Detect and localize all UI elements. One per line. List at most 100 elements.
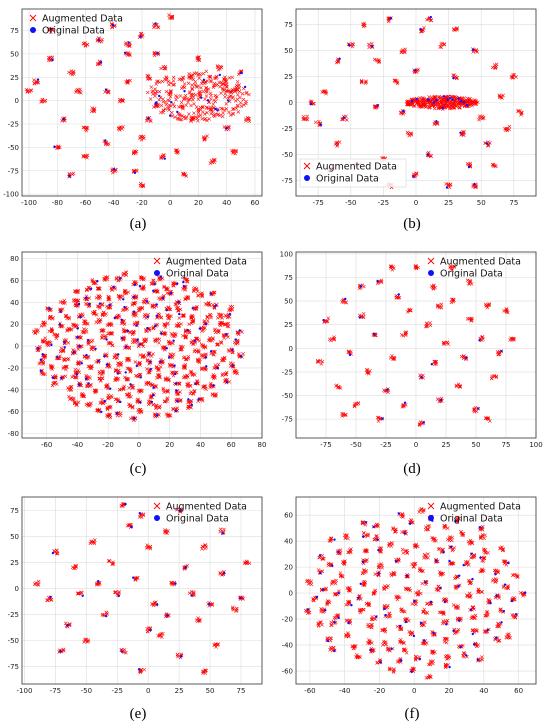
augmented-point bbox=[189, 390, 193, 394]
augmented-point bbox=[107, 322, 111, 327]
augmented-point bbox=[392, 529, 397, 534]
augmented-point bbox=[212, 366, 216, 370]
augmented-point bbox=[216, 642, 220, 647]
original-point bbox=[68, 174, 71, 178]
augmented-point bbox=[145, 543, 149, 547]
augmented-point bbox=[110, 323, 114, 328]
augmented-point bbox=[448, 264, 453, 268]
original-point bbox=[133, 417, 136, 420]
augmented-point bbox=[74, 564, 78, 568]
augmented-point bbox=[118, 413, 123, 418]
augmented-point bbox=[107, 322, 112, 327]
augmented-point bbox=[71, 322, 75, 327]
augmented-point bbox=[448, 535, 452, 539]
augmented-point bbox=[84, 287, 89, 292]
augmented-point bbox=[391, 527, 395, 531]
original-point bbox=[202, 78, 206, 82]
augmented-point bbox=[329, 338, 333, 343]
augmented-point bbox=[337, 385, 342, 390]
augmented-point bbox=[432, 104, 437, 109]
augmented-point bbox=[200, 344, 205, 348]
augmented-point bbox=[177, 77, 182, 82]
augmented-point bbox=[201, 104, 205, 109]
augmented-point bbox=[497, 93, 502, 98]
augmented-point bbox=[172, 104, 177, 109]
augmented-point bbox=[224, 372, 228, 376]
augmented-point bbox=[219, 320, 223, 325]
augmented-point bbox=[100, 397, 104, 402]
augmented-point bbox=[127, 391, 132, 396]
augmented-point bbox=[189, 314, 194, 319]
augmented-point bbox=[384, 640, 388, 644]
augmented-point bbox=[344, 533, 349, 538]
augmented-point bbox=[389, 264, 394, 269]
augmented-point bbox=[73, 367, 78, 372]
augmented-point bbox=[452, 631, 457, 636]
augmented-point bbox=[382, 587, 387, 591]
augmented-point bbox=[344, 634, 348, 639]
augmented-point bbox=[100, 372, 104, 377]
augmented-point bbox=[166, 413, 171, 417]
augmented-point bbox=[377, 562, 381, 567]
augmented-point bbox=[220, 373, 225, 378]
augmented-point bbox=[81, 393, 86, 397]
augmented-point bbox=[356, 655, 360, 660]
augmented-point bbox=[471, 50, 476, 54]
augmented-point bbox=[468, 578, 472, 583]
augmented-point bbox=[150, 89, 154, 94]
augmented-point bbox=[435, 587, 439, 591]
augmented-point bbox=[398, 111, 403, 115]
augmented-point bbox=[365, 558, 369, 562]
augmented-point bbox=[56, 145, 61, 149]
augmented-point bbox=[98, 401, 103, 405]
original-point bbox=[173, 364, 176, 367]
augmented-point bbox=[69, 384, 74, 389]
plot-frame bbox=[21, 8, 263, 197]
augmented-point bbox=[443, 654, 448, 659]
augmented-point bbox=[230, 75, 235, 80]
augmented-point bbox=[483, 302, 488, 307]
augmented-point bbox=[59, 346, 64, 350]
augmented-point bbox=[94, 313, 99, 317]
original-point bbox=[139, 376, 142, 379]
augmented-point bbox=[215, 64, 220, 68]
augmented-point bbox=[145, 90, 150, 95]
augmented-point bbox=[127, 44, 131, 48]
augmented-point bbox=[486, 550, 490, 555]
augmented-point bbox=[97, 369, 102, 374]
augmented-point bbox=[221, 111, 225, 115]
augmented-point bbox=[494, 569, 498, 573]
augmented-point bbox=[51, 381, 56, 385]
augmented-point bbox=[374, 105, 379, 110]
x-tick-label: 0 bbox=[137, 441, 141, 449]
augmented-point bbox=[361, 24, 366, 29]
augmented-point bbox=[426, 524, 430, 528]
augmented-point bbox=[140, 306, 145, 311]
original-point bbox=[322, 318, 325, 322]
augmented-point bbox=[114, 277, 119, 281]
augmented-point bbox=[450, 100, 455, 104]
augmented-point bbox=[206, 87, 211, 91]
augmented-point bbox=[180, 114, 184, 118]
augmented-point bbox=[483, 533, 487, 538]
augmented-point bbox=[479, 535, 483, 540]
augmented-point bbox=[333, 581, 338, 586]
original-point bbox=[231, 348, 234, 352]
augmented-point bbox=[308, 99, 313, 104]
augmented-point bbox=[170, 331, 174, 336]
augmented-point bbox=[85, 355, 90, 360]
augmented-point bbox=[369, 623, 373, 627]
augmented-point bbox=[201, 135, 206, 139]
augmented-point bbox=[470, 540, 474, 545]
augmented-point bbox=[414, 542, 419, 547]
augmented-point bbox=[239, 69, 244, 73]
augmented-point bbox=[403, 586, 408, 591]
original-point bbox=[414, 68, 417, 72]
augmented-point bbox=[89, 540, 94, 544]
augmented-point bbox=[163, 377, 168, 382]
augmented-point bbox=[338, 386, 343, 390]
augmented-point bbox=[66, 341, 71, 345]
augmented-point bbox=[127, 44, 132, 48]
augmented-point bbox=[187, 71, 191, 76]
augmented-point bbox=[180, 347, 184, 352]
